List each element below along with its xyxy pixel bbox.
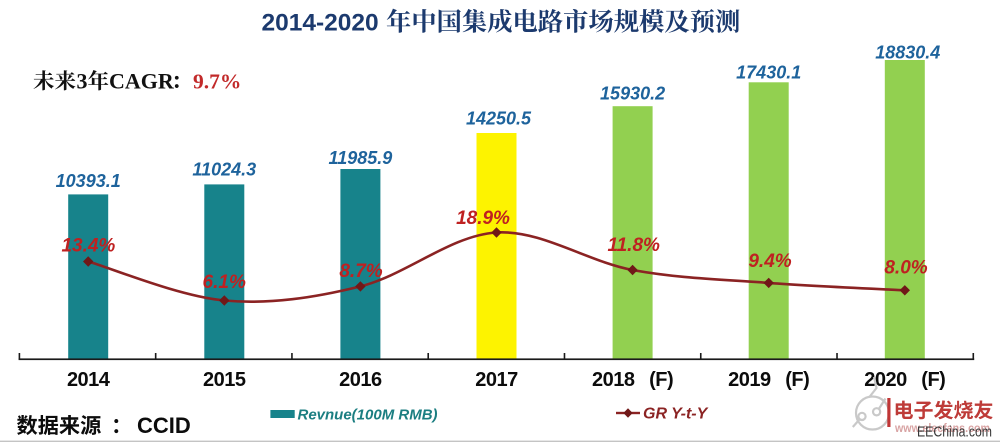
svg-text:11.8%: 11.8%: [607, 235, 660, 256]
svg-text:6.1%: 6.1%: [203, 272, 246, 293]
svg-text:8.7%: 8.7%: [339, 261, 382, 282]
svg-text:9.7%: 9.7%: [193, 70, 241, 94]
svg-text:2015: 2015: [203, 369, 246, 391]
svg-text:CCID: CCID: [137, 413, 191, 438]
svg-text:8.0%: 8.0%: [884, 258, 927, 279]
svg-text:13.4%: 13.4%: [61, 235, 115, 256]
svg-text:EEChina.com: EEChina.com: [917, 425, 992, 441]
svg-text:14250.5: 14250.5: [466, 109, 532, 129]
svg-text:9.4%: 9.4%: [748, 251, 791, 272]
svg-text:10393.1: 10393.1: [56, 171, 121, 191]
svg-text:2020 (F): 2020 (F): [864, 369, 945, 391]
svg-text:3: 3: [77, 69, 88, 94]
svg-text:2014: 2014: [67, 369, 111, 391]
svg-text:17430.1: 17430.1: [736, 63, 801, 83]
svg-text:2018 (F): 2018 (F): [592, 369, 673, 391]
svg-text:GR Y-t-Y: GR Y-t-Y: [643, 406, 709, 423]
svg-text:www.elecfans.com: www.elecfans.com: [894, 423, 990, 435]
svg-text:2014-2020: 2014-2020: [262, 10, 379, 37]
svg-text:2016: 2016: [339, 369, 382, 391]
svg-text:11985.9: 11985.9: [329, 148, 393, 168]
svg-text:11024.3: 11024.3: [192, 160, 256, 180]
svg-text:15930.2: 15930.2: [600, 84, 665, 104]
svg-text:Revnue(100M RMB): Revnue(100M RMB): [298, 407, 438, 424]
svg-text:CAGR: CAGR: [109, 69, 175, 94]
svg-text:2019 (F): 2019 (F): [728, 369, 809, 391]
svg-text:2017: 2017: [475, 369, 518, 391]
svg-text:18830.4: 18830.4: [875, 43, 940, 63]
svg-text:18.9%: 18.9%: [456, 208, 510, 229]
